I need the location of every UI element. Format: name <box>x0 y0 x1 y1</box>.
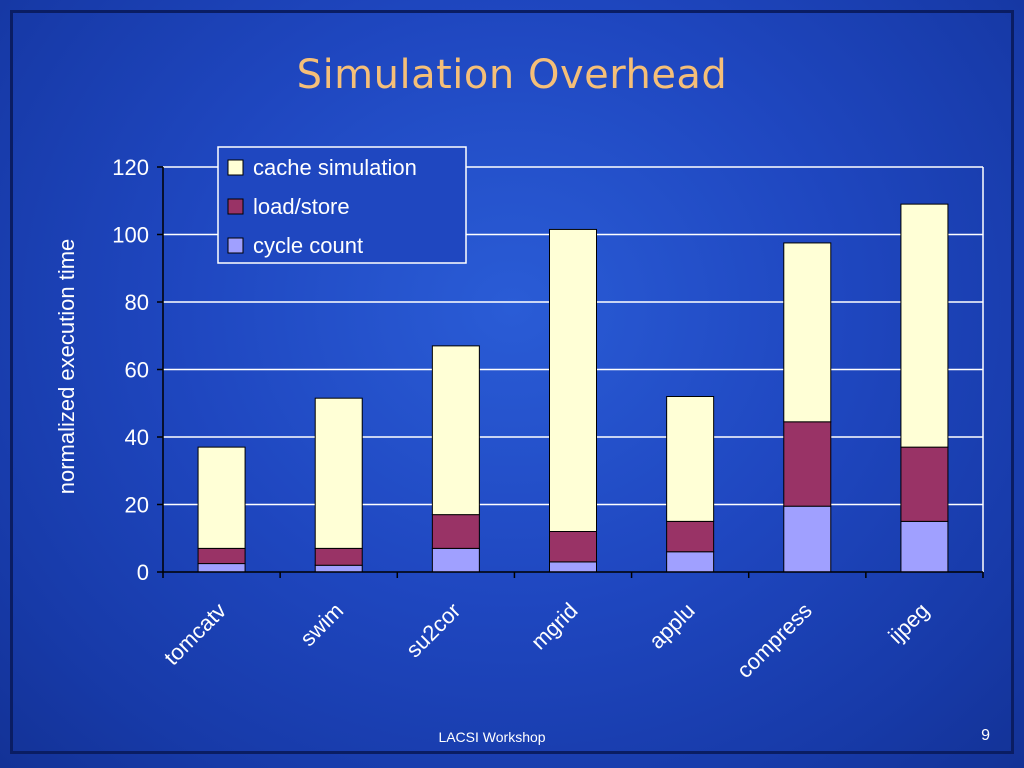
legend-swatch-cache-simulation <box>227 159 244 176</box>
bar-load-store-applu <box>666 520 715 553</box>
bar-cycle-count-swim <box>314 564 363 573</box>
bar-load-store-compress <box>783 421 832 507</box>
bar-load-store-su2cor <box>431 514 480 549</box>
x-tick-label: compress <box>732 598 817 683</box>
bar-cache-simulation-applu <box>666 396 715 522</box>
y-tick-label: 120 <box>112 155 149 180</box>
bar-cache-simulation-ijpeg <box>900 203 949 448</box>
y-tick-label: 80 <box>125 290 149 315</box>
legend-label: load/store <box>253 194 350 219</box>
bar-cycle-count-ijpeg <box>900 520 949 573</box>
x-tick-label: tomcatv <box>159 598 231 670</box>
bar-load-store-ijpeg <box>900 446 949 522</box>
bar-load-store-tomcatv <box>197 547 246 565</box>
footer-text: LACSI Workshop <box>438 729 546 745</box>
legend-label: cache simulation <box>253 155 417 180</box>
y-tick-label: 20 <box>125 493 149 518</box>
slide-title: Simulation Overhead <box>296 52 728 98</box>
bar-cycle-count-compress <box>783 505 832 573</box>
legend-swatch-cycle-count <box>227 237 244 254</box>
bar-cache-simulation-su2cor <box>431 345 480 516</box>
legend-box <box>217 146 467 264</box>
bar-cycle-count-su2cor <box>431 547 480 573</box>
x-tick-label: applu <box>644 598 700 654</box>
x-tick-label: swim <box>295 598 348 651</box>
x-tick-label: ijpeg <box>883 598 934 649</box>
bar-cache-simulation-mgrid <box>549 228 597 532</box>
bar-cycle-count-applu <box>666 551 715 573</box>
bar-cache-simulation-swim <box>314 397 363 549</box>
y-tick-label: 100 <box>112 223 149 248</box>
legend-swatch-load-store <box>227 198 244 215</box>
bar-load-store-mgrid <box>549 531 597 563</box>
y-axis-label: normalized execution time <box>54 239 79 495</box>
bar-cache-simulation-compress <box>783 242 832 423</box>
y-tick-label: 0 <box>137 560 149 585</box>
bar-cycle-count-tomcatv <box>197 563 246 573</box>
x-tick-label: mgrid <box>526 598 583 655</box>
bar-cycle-count-mgrid <box>549 561 597 573</box>
y-tick-label: 40 <box>125 425 149 450</box>
y-tick-label: 60 <box>125 358 149 383</box>
bar-load-store-swim <box>314 547 363 566</box>
legend-label: cycle count <box>253 233 363 258</box>
page-number: 9 <box>981 727 990 744</box>
bar-cache-simulation-tomcatv <box>197 446 246 549</box>
x-tick-label: su2cor <box>401 598 465 662</box>
